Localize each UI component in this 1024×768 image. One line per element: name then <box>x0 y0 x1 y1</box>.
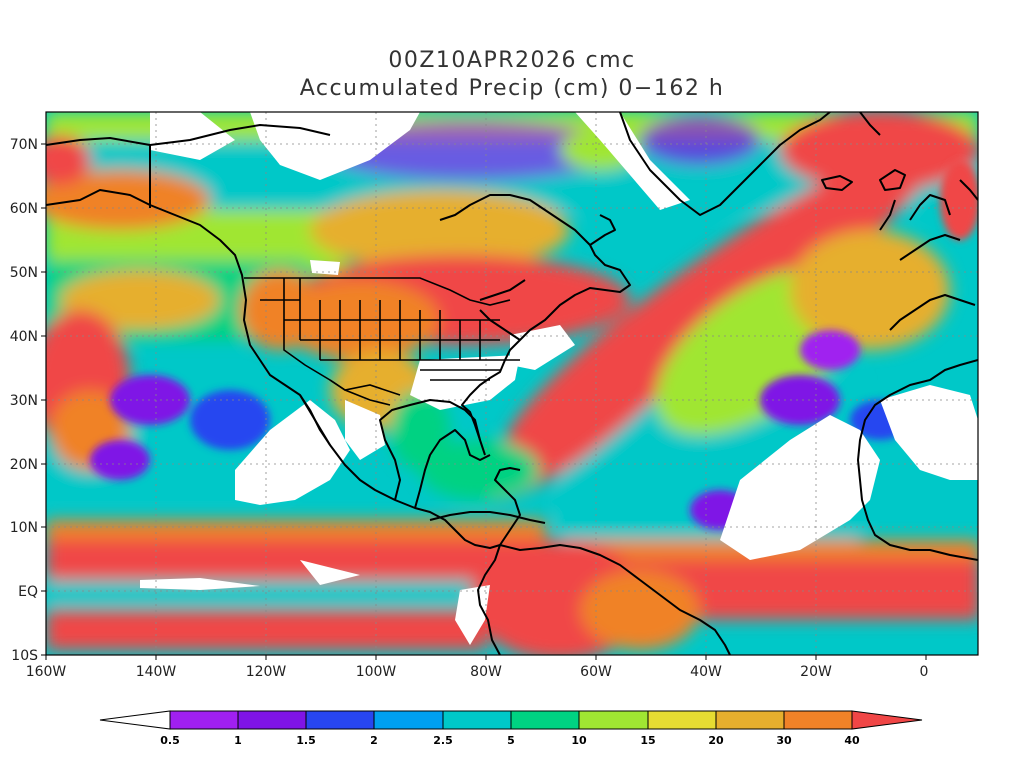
colorbar-label: 30 <box>776 734 792 747</box>
colorbar-swatch <box>305 710 375 730</box>
colorbar-label: 15 <box>640 734 655 747</box>
colorbar-swatch <box>237 710 307 730</box>
colorbar: 0.5 1 1.5 2 2.5 5 10 15 20 30 40 <box>99 710 923 747</box>
colorbar-label: 1 <box>234 734 242 747</box>
colorbar-label: 0.5 <box>160 734 180 747</box>
political-borders <box>244 277 520 406</box>
lat-tick-label: 70N <box>10 137 38 153</box>
lat-tick-label: 20N <box>10 457 38 473</box>
map-title-field: Accumulated Precip (cm) 0−162 h <box>299 76 725 101</box>
longitude-labels: 160W 140W 120W 100W 80W 60W 40W 20W 0 <box>26 664 929 680</box>
lon-tick-label: 20W <box>800 664 832 680</box>
colorbar-low-arrow <box>99 710 171 730</box>
colorbar-label: 2 <box>370 734 378 747</box>
colorbar-label: 1.5 <box>296 734 316 747</box>
colorbar-swatch <box>715 710 785 730</box>
lat-tick-label: 40N <box>10 329 38 345</box>
colorbar-swatch <box>783 710 853 730</box>
colorbar-swatch <box>373 710 444 730</box>
dry-areas <box>140 112 978 645</box>
lon-tick-label: 160W <box>26 664 67 680</box>
lat-tick-label: EQ <box>18 584 38 600</box>
lat-tick-label: 30N <box>10 393 38 409</box>
lat-tick-label: 50N <box>10 265 38 281</box>
latitude-labels: 70N 60N 50N 40N 30N 20N 10N EQ 10S <box>10 137 38 664</box>
map-title-run: 00Z10APR2026 cmc <box>388 48 636 73</box>
graticule <box>46 112 978 655</box>
lon-tick-label: 40W <box>690 664 722 680</box>
lon-tick-label: 120W <box>246 664 287 680</box>
colorbar-swatch <box>647 710 717 730</box>
lat-tick-label: 60N <box>10 201 38 217</box>
lon-tick-label: 60W <box>580 664 612 680</box>
colorbar-high-arrow <box>851 710 923 730</box>
colorbar-label: 2.5 <box>433 734 453 747</box>
lon-tick-label: 80W <box>470 664 502 680</box>
colorbar-label: 10 <box>571 734 587 747</box>
colorbar-label: 40 <box>844 734 860 747</box>
lon-tick-label: 140W <box>136 664 177 680</box>
colorbar-swatch <box>510 710 580 730</box>
colorbar-swatch <box>169 710 239 730</box>
tick-marks <box>41 143 927 660</box>
plot-frame <box>45 111 979 656</box>
colorbar-label: 5 <box>507 734 515 747</box>
colorbar-swatch <box>578 710 649 730</box>
colorbar-swatch <box>442 710 512 730</box>
colorbar-label: 20 <box>708 734 724 747</box>
precip-field <box>46 112 978 655</box>
lon-tick-label: 0 <box>920 664 929 680</box>
lat-tick-label: 10N <box>10 520 38 536</box>
lat-tick-label: 10S <box>11 648 38 664</box>
lon-tick-label: 100W <box>356 664 397 680</box>
coastlines <box>46 112 978 655</box>
